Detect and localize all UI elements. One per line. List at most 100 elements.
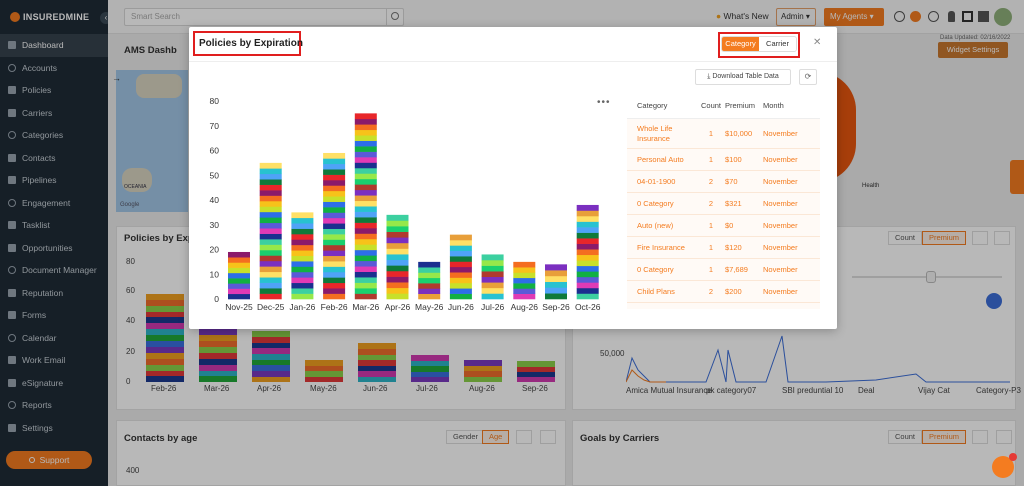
- sidebar-item-opportunities[interactable]: Opportunities: [0, 237, 108, 260]
- grid-icon[interactable]: [978, 11, 989, 22]
- sidebar-item-tasklist[interactable]: Tasklist: [0, 214, 108, 237]
- bar-segment: [323, 190, 346, 197]
- header-count[interactable]: Count: [700, 101, 721, 110]
- sidebar-item-accounts[interactable]: Accounts: [0, 57, 108, 80]
- x-tick-label: Feb-26: [321, 302, 348, 312]
- add-icon[interactable]: [910, 11, 921, 22]
- sidebar-item-esignature[interactable]: eSignature: [0, 372, 108, 395]
- refresh-widget-icon[interactable]: [972, 231, 988, 245]
- my-agents-button[interactable]: My Agents ▾: [824, 8, 884, 26]
- bar-dec-25[interactable]: [259, 162, 282, 300]
- scroll-top-button[interactable]: [986, 293, 1002, 309]
- table-row[interactable]: Personal Injury: [627, 303, 820, 309]
- bar-jul-26[interactable]: [481, 254, 504, 300]
- table-row[interactable]: 04-01-1900 2 $70 November: [627, 171, 820, 193]
- contacts-expand-icon[interactable]: [540, 430, 556, 444]
- table-row[interactable]: 0 Category 2 $321 November: [627, 193, 820, 215]
- chip-icon[interactable]: [962, 11, 973, 22]
- sidebar-item-dashboard[interactable]: Dashboard: [0, 34, 108, 57]
- category-tab[interactable]: Category: [722, 37, 759, 51]
- count-toggle[interactable]: Count: [888, 231, 923, 245]
- sidebar-item-reports[interactable]: Reports: [0, 394, 108, 417]
- sidebar-item-forms[interactable]: Forms: [0, 304, 108, 327]
- modal-refresh-icon[interactable]: ⟳: [799, 69, 817, 85]
- bar-segment: [354, 228, 377, 234]
- bar-jun-26[interactable]: [449, 234, 472, 300]
- chart-menu-icon[interactable]: •••: [597, 97, 611, 108]
- goals-count-toggle[interactable]: Count: [888, 430, 923, 444]
- bar-aug-26[interactable]: [513, 261, 536, 300]
- bg-bar-segment: [517, 371, 555, 378]
- chat-button[interactable]: [992, 453, 1017, 478]
- bg-x-label: Sep-26: [522, 384, 548, 393]
- expand-widget-icon[interactable]: [994, 231, 1010, 245]
- sidebar-item-policies[interactable]: Policies: [0, 79, 108, 102]
- cell-category: 0 Category: [637, 198, 674, 208]
- clock-icon[interactable]: [928, 11, 939, 22]
- bar-apr-26[interactable]: [386, 214, 409, 300]
- close-icon[interactable]: ✕: [813, 37, 822, 48]
- contacts-refresh-icon[interactable]: [516, 430, 532, 444]
- user-avatar[interactable]: [994, 8, 1012, 26]
- bar-sep-26[interactable]: [545, 264, 567, 300]
- table-row[interactable]: Child Plans 2 $200 November: [627, 281, 820, 303]
- cell-premium: $0: [725, 221, 734, 230]
- bar-feb-26[interactable]: [323, 152, 346, 300]
- app-logo[interactable]: INSUREDMINE: [0, 0, 108, 34]
- goals-premium-toggle[interactable]: Premium: [922, 430, 967, 444]
- sidebar-item-label: Dashboard: [22, 40, 64, 51]
- carrier-tab[interactable]: Carrier: [759, 37, 796, 51]
- sidebar-item-carriers[interactable]: Carriers: [0, 102, 108, 125]
- search-icon[interactable]: [386, 9, 402, 25]
- cell-premium: $70: [725, 177, 738, 186]
- sidebar-item-categories[interactable]: Categories: [0, 124, 108, 147]
- table-row[interactable]: Fire Insurance 1 $120 November: [627, 237, 820, 259]
- table-row[interactable]: 0 Category 1 $7,689 November: [627, 259, 820, 281]
- header-category[interactable]: Category: [637, 100, 668, 110]
- goals-expand-icon[interactable]: [996, 430, 1012, 444]
- sidebar-item-engagement[interactable]: Engagement: [0, 192, 108, 215]
- sidebar-item-calendar[interactable]: Calendar: [0, 327, 108, 350]
- table-row[interactable]: Personal Auto 1 $100 November: [627, 149, 820, 171]
- policies-expiration-modal: Policies by Expiration Category Carrier …: [189, 27, 837, 329]
- carriers-icon: [8, 108, 16, 117]
- bar-mar-26[interactable]: [354, 113, 377, 300]
- bell-icon[interactable]: [948, 11, 955, 22]
- sidebar-item-document-manager[interactable]: Document Manager: [0, 259, 108, 282]
- search-input[interactable]: Smart Search: [124, 8, 404, 26]
- refresh-icon[interactable]: [894, 11, 905, 22]
- premium-toggle[interactable]: Premium: [922, 231, 967, 245]
- table-row[interactable]: Auto (new) 1 $0 November: [627, 215, 820, 237]
- sidebar-item-label: eSignature: [22, 377, 64, 388]
- sidebar-item-work-email[interactable]: Work Email: [0, 349, 108, 372]
- bg-x-label: Mar-26: [204, 384, 230, 393]
- bar-nov-25[interactable]: [228, 251, 250, 300]
- sidebar-nav: Dashboard Accounts Policies Carriers Categor…: [0, 34, 108, 439]
- bar-segment: [323, 169, 346, 175]
- support-button[interactable]: Support: [6, 451, 92, 469]
- download-table-button[interactable]: ⤓ Download Table Data: [695, 69, 791, 85]
- range-slider-handle[interactable]: [926, 271, 936, 283]
- widget-settings-button[interactable]: Widget Settings: [938, 42, 1008, 58]
- bg-bar-segment: [146, 323, 184, 330]
- age-toggle[interactable]: Age: [482, 430, 510, 444]
- bar-oct-26[interactable]: [576, 204, 599, 300]
- map-expand-icon[interactable]: →: [112, 73, 121, 83]
- goals-refresh-icon[interactable]: [972, 430, 988, 444]
- sidebar-item-pipelines[interactable]: Pipelines: [0, 169, 108, 192]
- sidebar-item-settings[interactable]: Settings: [0, 417, 108, 440]
- table-body: Whole Life Insurance 1 $10,000 November Pers…: [627, 119, 820, 309]
- map-widget[interactable]: OCEANIA Google: [116, 70, 188, 212]
- role-select[interactable]: Admin ▾: [776, 8, 816, 26]
- whats-new-link[interactable]: ● What's New: [716, 11, 769, 21]
- sidebar-item-label: Tasklist: [22, 220, 50, 231]
- header-premium[interactable]: Premium: [725, 101, 756, 110]
- bar-may-26[interactable]: [418, 261, 441, 300]
- bar-segment: [259, 162, 282, 169]
- bar-jan-26[interactable]: [291, 212, 314, 300]
- help-tab[interactable]: [1010, 160, 1024, 194]
- header-month[interactable]: Month: [763, 101, 784, 110]
- table-row[interactable]: Whole Life Insurance 1 $10,000 November: [627, 119, 820, 149]
- sidebar-item-contacts[interactable]: Contacts: [0, 147, 108, 170]
- sidebar-item-reputation[interactable]: Reputation: [0, 282, 108, 305]
